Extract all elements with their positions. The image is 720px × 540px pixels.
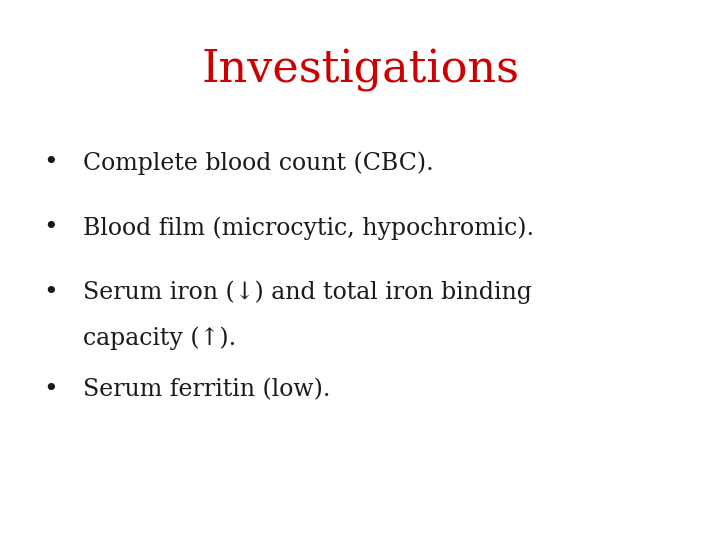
Text: capacity (↑).: capacity (↑). [83, 327, 236, 350]
Text: Investigations: Investigations [201, 49, 519, 92]
Text: Blood film (microcytic, hypochromic).: Blood film (microcytic, hypochromic). [83, 216, 534, 240]
Text: •: • [43, 281, 58, 304]
Text: Serum ferritin (low).: Serum ferritin (low). [83, 378, 330, 401]
Text: •: • [43, 151, 58, 174]
Text: Complete blood count (CBC).: Complete blood count (CBC). [83, 151, 433, 175]
Text: •: • [43, 216, 58, 239]
Text: Serum iron (↓) and total iron binding: Serum iron (↓) and total iron binding [83, 281, 531, 305]
Text: •: • [43, 378, 58, 401]
